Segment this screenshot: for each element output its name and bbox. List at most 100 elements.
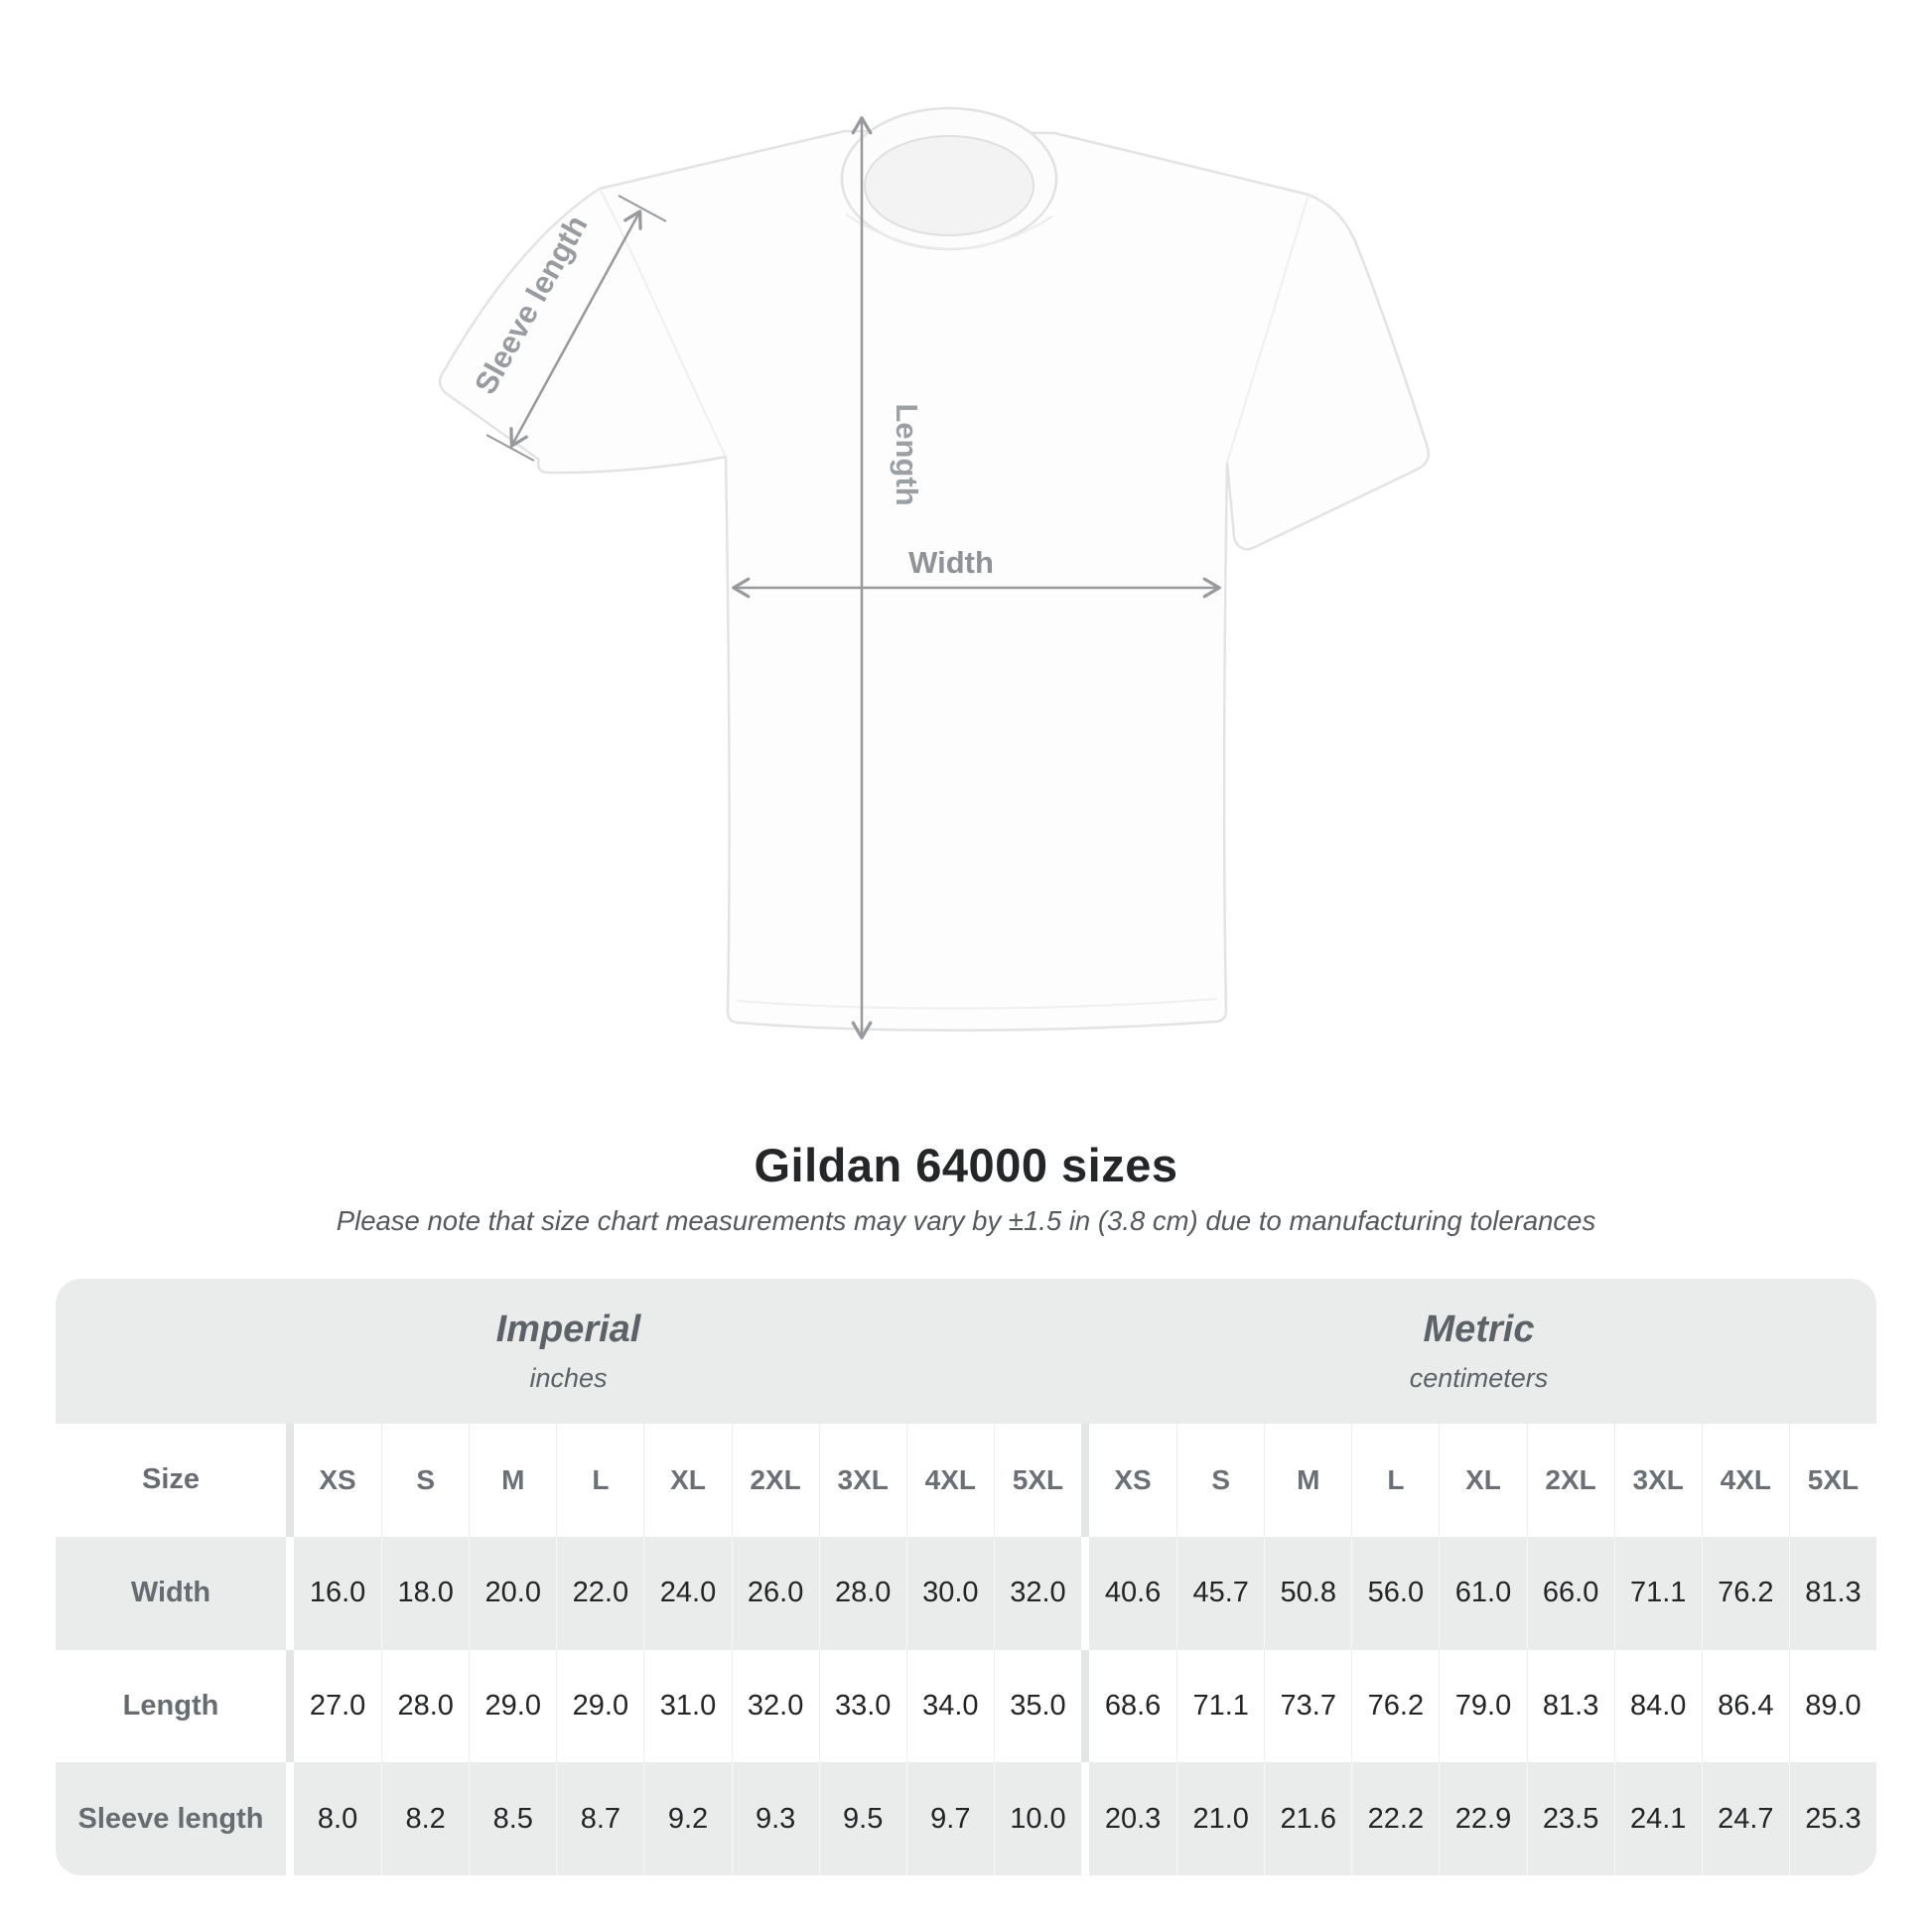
- sleeve-length-arrow: [509, 209, 642, 448]
- column-divider: [286, 1649, 294, 1763]
- table-cell: 8.0: [294, 1762, 382, 1875]
- table-cell: 23.5: [1526, 1762, 1614, 1875]
- table-cell: 20.0: [469, 1536, 557, 1650]
- row-label: Length: [56, 1649, 286, 1763]
- column-header: 3XL: [818, 1424, 906, 1537]
- column-divider: [286, 1424, 294, 1537]
- table-cell: 79.0: [1439, 1649, 1527, 1763]
- column-divider: [286, 1762, 294, 1875]
- column-header: 4XL: [1701, 1424, 1789, 1537]
- table-cell: 33.0: [818, 1649, 906, 1763]
- width-label: Width: [908, 545, 994, 580]
- section-divider: [1081, 1649, 1089, 1763]
- metric-label: Metric: [1423, 1309, 1535, 1350]
- table-cell: 30.0: [905, 1536, 994, 1650]
- metric-section-header: Metric centimeters: [1081, 1279, 1876, 1424]
- column-header: M: [1264, 1424, 1352, 1537]
- table-cell: 71.1: [1613, 1536, 1702, 1650]
- imperial-unit-label: inches: [529, 1363, 608, 1393]
- table-cell: 8.2: [381, 1762, 470, 1875]
- page-subtitle: Please note that size chart measurements…: [336, 1205, 1596, 1236]
- row-label: Sleeve length: [56, 1762, 286, 1875]
- table-cell: 16.0: [294, 1536, 382, 1650]
- table-cell: 66.0: [1526, 1536, 1614, 1650]
- table-cell: 21.6: [1264, 1762, 1352, 1875]
- table-cell: 89.0: [1788, 1649, 1876, 1763]
- table-cell: 32.0: [993, 1536, 1081, 1650]
- section-divider: [1081, 1536, 1089, 1650]
- table-cell: 29.0: [469, 1649, 557, 1763]
- table-cell: 9.2: [643, 1762, 732, 1875]
- table-cell: 34.0: [905, 1649, 994, 1763]
- table-cell: 31.0: [643, 1649, 732, 1763]
- tshirt-body: [438, 129, 1431, 1032]
- column-header: L: [1351, 1424, 1440, 1537]
- hem-stitch: [736, 998, 1218, 1010]
- section-divider: [1081, 1424, 1089, 1537]
- table-cell: 28.0: [381, 1649, 470, 1763]
- table-cell: 18.0: [381, 1536, 470, 1650]
- table-cell: 24.7: [1701, 1762, 1789, 1875]
- table-cell: 22.2: [1351, 1762, 1440, 1875]
- table-cell: 56.0: [1351, 1536, 1440, 1650]
- column-header: XS: [1089, 1424, 1177, 1537]
- page-title: Gildan 64000 sizes: [754, 1139, 1178, 1191]
- column-header: L: [556, 1424, 644, 1537]
- table-cell: 8.7: [556, 1762, 644, 1875]
- table-cell: 21.0: [1176, 1762, 1265, 1875]
- column-header: S: [381, 1424, 470, 1537]
- table-cell: 76.2: [1701, 1536, 1789, 1650]
- imperial-label: Imperial: [495, 1309, 641, 1350]
- table-cell: 81.3: [1788, 1536, 1876, 1650]
- table-cell: 68.6: [1089, 1649, 1177, 1763]
- column-header: S: [1176, 1424, 1265, 1537]
- sleeve-length-tick-top: [618, 195, 667, 222]
- column-header: 4XL: [905, 1424, 994, 1537]
- table-cell: 10.0: [993, 1762, 1081, 1875]
- size-diagram: Length Width Sleeve length: [438, 106, 1431, 1039]
- table-cell: 76.2: [1351, 1649, 1440, 1763]
- table-cell: 35.0: [993, 1649, 1081, 1763]
- table-cell: 26.0: [731, 1536, 819, 1650]
- table-cell: 71.1: [1176, 1649, 1265, 1763]
- right-sleeve-seam: [1226, 194, 1310, 464]
- row-label: Width: [56, 1536, 286, 1650]
- column-divider: [286, 1536, 294, 1650]
- table-cell: 84.0: [1613, 1649, 1702, 1763]
- metric-unit-label: centimeters: [1409, 1363, 1549, 1393]
- length-label: Length: [890, 403, 924, 505]
- column-header: 3XL: [1613, 1424, 1702, 1537]
- table-cell: 45.7: [1176, 1536, 1265, 1650]
- column-header: XL: [1439, 1424, 1527, 1537]
- table-cell: 9.3: [731, 1762, 819, 1875]
- table-cell: 20.3: [1089, 1762, 1177, 1875]
- sleeve-length-tick-bottom: [485, 434, 535, 462]
- section-divider: [1081, 1762, 1089, 1875]
- table-cell: 86.4: [1701, 1649, 1789, 1763]
- table-cell: 24.1: [1613, 1762, 1702, 1875]
- collar-opening: [864, 135, 1035, 236]
- table-cell: 73.7: [1264, 1649, 1352, 1763]
- column-header: 5XL: [1788, 1424, 1876, 1537]
- table-cell: 32.0: [731, 1649, 819, 1763]
- table-cell: 61.0: [1439, 1536, 1527, 1650]
- table-cell: 29.0: [556, 1649, 644, 1763]
- table-cell: 25.3: [1788, 1762, 1876, 1875]
- table-cell: 22.9: [1439, 1762, 1527, 1875]
- size-table: Imperial inches Metric centimeters Size …: [56, 1279, 1876, 1875]
- table-cell: 9.5: [818, 1762, 906, 1875]
- imperial-section-header: Imperial inches: [56, 1279, 1081, 1424]
- column-header: M: [469, 1424, 557, 1537]
- column-header: 2XL: [731, 1424, 819, 1537]
- size-column-header: Size: [56, 1424, 286, 1537]
- table-cell: 28.0: [818, 1536, 906, 1650]
- column-header: 2XL: [1526, 1424, 1614, 1537]
- table-cell: 50.8: [1264, 1536, 1352, 1650]
- table-cell: 81.3: [1526, 1649, 1614, 1763]
- table-cell: 9.7: [905, 1762, 994, 1875]
- table-cell: 22.0: [556, 1536, 644, 1650]
- table-cell: 40.6: [1089, 1536, 1177, 1650]
- table-cell: 24.0: [643, 1536, 732, 1650]
- table-cell: 27.0: [294, 1649, 382, 1763]
- column-header: 5XL: [993, 1424, 1081, 1537]
